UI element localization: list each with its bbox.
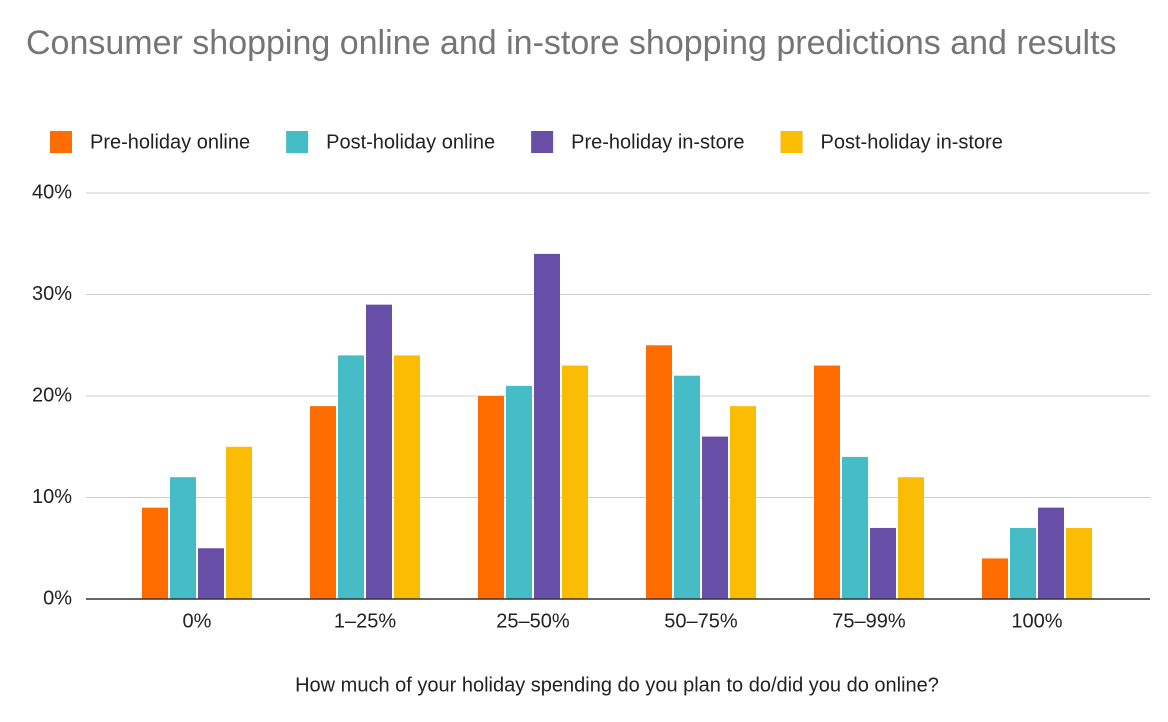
- bar: [394, 355, 420, 599]
- y-tick-label: 10%: [32, 486, 72, 508]
- x-tick-label: 25–50%: [496, 610, 570, 632]
- legend-swatch: [50, 131, 72, 153]
- y-tick-label: 20%: [32, 384, 72, 406]
- bar: [1038, 507, 1064, 599]
- bar: [226, 446, 252, 599]
- x-tick-label: 100%: [1011, 610, 1062, 632]
- bar: [674, 375, 700, 599]
- bar: [646, 345, 672, 599]
- bar: [842, 456, 868, 599]
- bar: [366, 304, 392, 599]
- y-tick-label: 30%: [32, 283, 72, 305]
- bar: [506, 385, 532, 599]
- legend-swatch: [780, 131, 803, 153]
- bar: [338, 355, 364, 599]
- x-tick-label: 50–75%: [664, 610, 738, 632]
- bar: [310, 406, 336, 599]
- legend-label: Post-holiday in-store: [821, 131, 1003, 153]
- x-axis-title: How much of your holiday spending do you…: [295, 674, 939, 696]
- chart-title: Consumer shopping online and in-store sh…: [26, 24, 1117, 62]
- bar: [1066, 527, 1092, 599]
- bar: [814, 365, 840, 599]
- y-tick-label: 40%: [32, 181, 72, 203]
- bar: [730, 406, 756, 599]
- bar: [1010, 527, 1036, 599]
- bar: [170, 477, 196, 599]
- x-tick-label: 75–99%: [832, 610, 906, 632]
- bar: [898, 477, 924, 599]
- legend-label: Post-holiday online: [326, 131, 495, 153]
- bar: [870, 527, 896, 599]
- legend-label: Pre-holiday in-store: [571, 131, 744, 153]
- legend-label: Pre-holiday online: [90, 131, 250, 153]
- bar: [982, 558, 1008, 599]
- bar: [562, 365, 588, 599]
- legend-swatch: [531, 131, 554, 153]
- y-tick-label: 0%: [43, 587, 72, 609]
- bar: [198, 548, 224, 599]
- bar: [702, 436, 728, 599]
- x-tick-label: 1–25%: [334, 610, 396, 632]
- legend-swatch: [286, 131, 309, 153]
- x-tick-label: 0%: [183, 610, 212, 632]
- bar: [478, 396, 504, 599]
- bar: [142, 507, 168, 599]
- bar: [534, 253, 560, 599]
